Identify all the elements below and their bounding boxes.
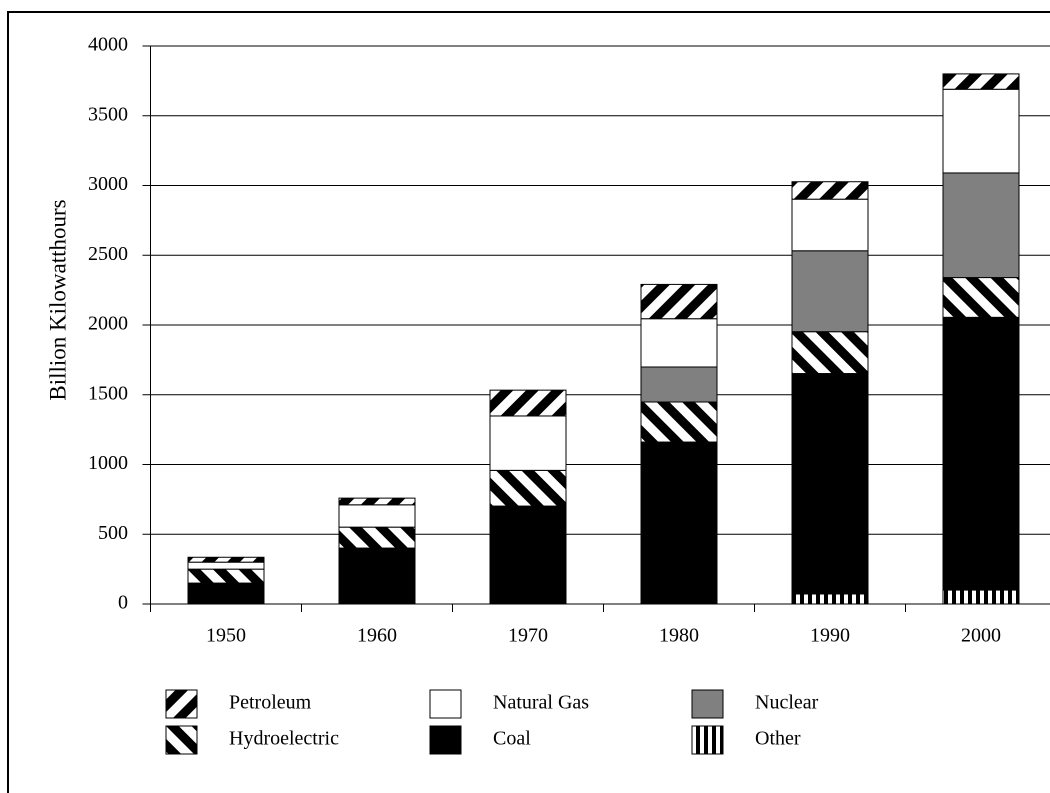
- y-tick-label: 3000: [88, 173, 128, 195]
- y-axis-title: Billion Kilowatthours: [45, 199, 70, 400]
- bar-segment: [338, 547, 416, 605]
- bar-segment: [187, 561, 265, 570]
- legend-label: Other: [755, 728, 801, 750]
- legend-label: Natural Gas: [493, 692, 589, 714]
- bar-segment: [942, 589, 1020, 605]
- legend-swatch: [691, 689, 724, 719]
- legend-label: Nuclear: [755, 692, 819, 714]
- bar-segment: [187, 568, 265, 584]
- bar-segment: [338, 497, 416, 506]
- bar-segment: [942, 277, 1020, 318]
- y-tick-label: 1000: [88, 452, 128, 474]
- y-tick-label: 2500: [88, 243, 128, 265]
- legend-label: Hydroelectric: [229, 728, 339, 750]
- bar-segment: [640, 366, 718, 403]
- legend-label: Coal: [493, 728, 531, 750]
- bar-segment: [489, 469, 567, 507]
- bar-segment: [791, 593, 869, 605]
- bar-segment: [640, 318, 718, 368]
- legend-swatch: [429, 689, 462, 719]
- bar-segment: [942, 73, 1020, 90]
- bar-segment: [791, 373, 869, 595]
- bar-segment: [791, 331, 869, 375]
- legend-swatch: [165, 689, 198, 719]
- bar-segment: [338, 504, 416, 528]
- bar-segment: [640, 441, 718, 605]
- y-tick-label: 4000: [88, 34, 128, 56]
- y-tick-label: 500: [98, 522, 128, 544]
- bar-segment: [791, 181, 869, 200]
- y-tick-label: 1500: [88, 382, 128, 404]
- bar-segment: [187, 556, 265, 563]
- x-tick-label: 1960: [357, 625, 397, 647]
- bar-segment: [187, 582, 265, 605]
- x-tick-label: 2000: [961, 625, 1001, 647]
- x-tick-label: 1970: [508, 625, 548, 647]
- legend-swatch: [429, 725, 462, 755]
- x-tick-label: 1980: [659, 625, 699, 647]
- bar-segment: [640, 283, 718, 320]
- bar-segment: [489, 389, 567, 417]
- bar-segment: [489, 415, 567, 471]
- x-tick-label: 1990: [810, 625, 850, 647]
- bar-segment: [338, 526, 416, 549]
- frame: [7, 11, 1050, 793]
- y-tick-label: 2000: [88, 313, 128, 335]
- bar-segment: [791, 250, 869, 333]
- y-tick-label: 3500: [88, 103, 128, 125]
- bar-segment: [640, 401, 718, 443]
- bar-segment: [942, 316, 1020, 591]
- x-tick-label: 1950: [206, 625, 246, 647]
- bar-segment: [942, 172, 1020, 279]
- bar-segment: [942, 88, 1020, 174]
- legend-swatch: [165, 725, 198, 755]
- legend-label: Petroleum: [229, 692, 312, 714]
- bar-segment: [489, 505, 567, 605]
- bar-segment: [791, 198, 869, 252]
- y-tick-label: 0: [118, 592, 128, 614]
- legend-swatch: [691, 725, 724, 755]
